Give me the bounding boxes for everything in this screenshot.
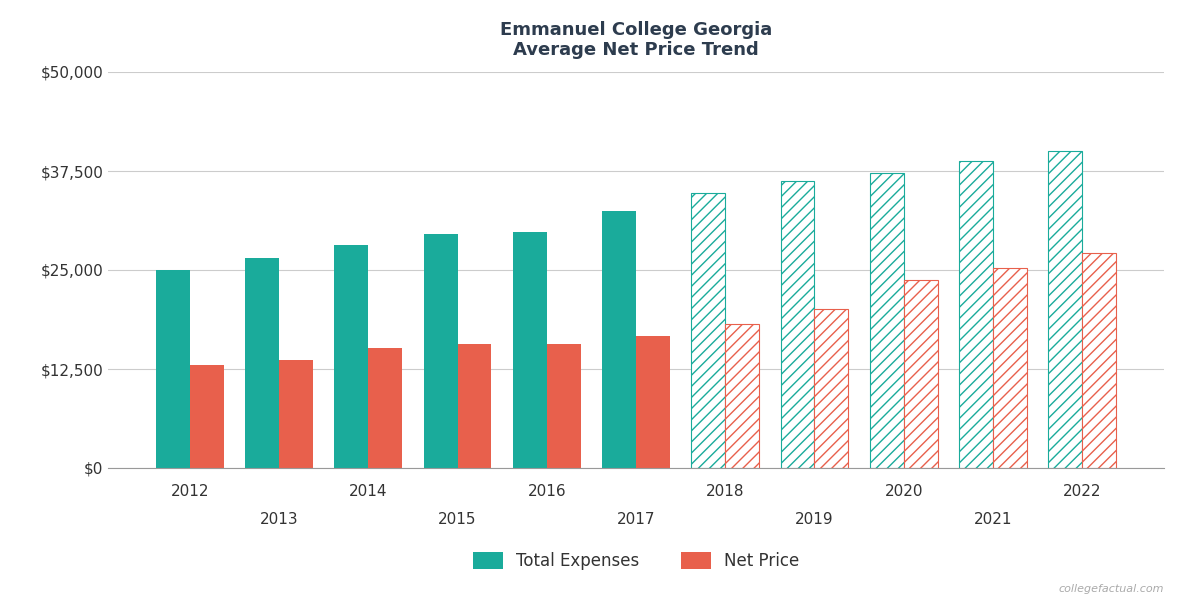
Text: 2020: 2020: [884, 484, 923, 499]
Text: 2022: 2022: [1063, 484, 1102, 499]
Bar: [691, 193, 725, 468]
Bar: [457, 344, 492, 468]
Bar: [190, 365, 224, 468]
Legend: Total Expenses, Net Price: Total Expenses, Net Price: [464, 544, 808, 578]
Bar: [1082, 253, 1116, 468]
Bar: [280, 360, 313, 468]
Bar: [725, 324, 760, 468]
Bar: [992, 268, 1027, 468]
Text: collegefactual.com: collegefactual.com: [1058, 584, 1164, 594]
Text: 2021: 2021: [973, 512, 1012, 527]
Bar: [780, 181, 815, 468]
Bar: [636, 336, 670, 468]
Text: 2012: 2012: [170, 484, 209, 499]
Bar: [959, 161, 992, 468]
Bar: [245, 258, 280, 468]
Text: 2018: 2018: [706, 484, 744, 499]
Text: 2014: 2014: [349, 484, 388, 499]
Text: 2015: 2015: [438, 512, 476, 527]
Bar: [815, 309, 848, 468]
Bar: [512, 232, 547, 468]
Bar: [368, 349, 402, 468]
Bar: [870, 173, 904, 468]
Bar: [904, 280, 937, 468]
Text: 2016: 2016: [528, 484, 566, 499]
Bar: [424, 235, 457, 468]
Bar: [1048, 151, 1082, 468]
Bar: [602, 211, 636, 468]
Text: 2019: 2019: [796, 512, 834, 527]
Text: 2017: 2017: [617, 512, 655, 527]
Bar: [156, 270, 190, 468]
Title: Emmanuel College Georgia
Average Net Price Trend: Emmanuel College Georgia Average Net Pri…: [500, 20, 772, 59]
Bar: [547, 344, 581, 468]
Text: 2013: 2013: [260, 512, 299, 527]
Bar: [335, 245, 368, 468]
